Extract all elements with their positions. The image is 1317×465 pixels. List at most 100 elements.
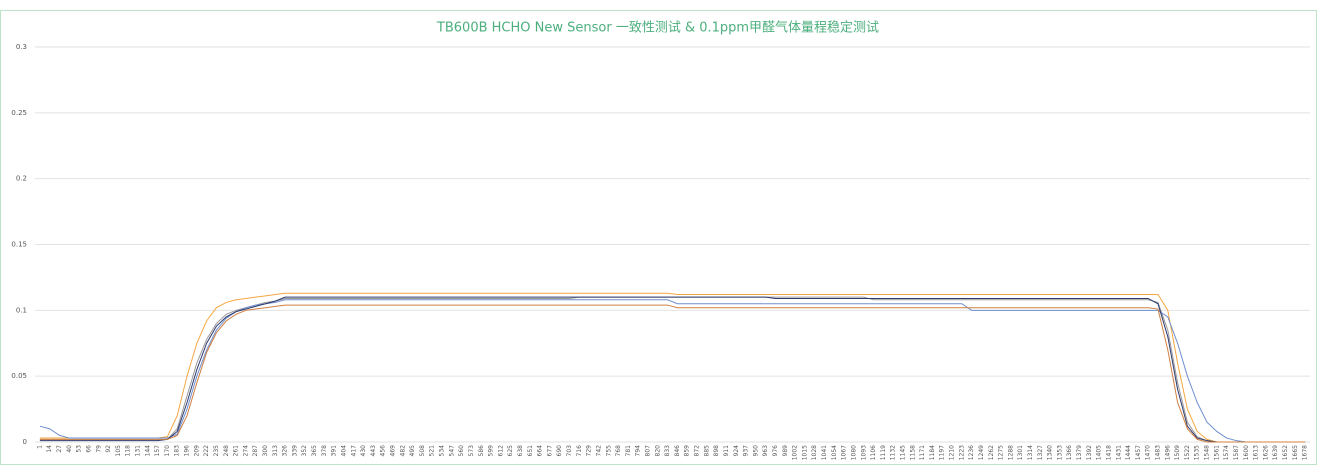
x-tick-label: 1587 bbox=[1233, 445, 1240, 460]
x-tick-label: 1678 bbox=[1302, 445, 1309, 460]
x-tick-label: 508 bbox=[419, 445, 426, 457]
x-tick-label: 664 bbox=[537, 445, 544, 457]
x-tick-label: 924 bbox=[733, 445, 740, 457]
x-tick-label: 1002 bbox=[792, 445, 799, 460]
x-tick-label: 1119 bbox=[880, 445, 887, 460]
x-tick-label: 1613 bbox=[1253, 445, 1260, 460]
x-tick-label: 1561 bbox=[1213, 445, 1220, 460]
x-tick-label: 625 bbox=[507, 445, 514, 457]
x-tick-label: 1548 bbox=[1204, 445, 1211, 460]
x-tick-label: 144 bbox=[144, 445, 151, 457]
x-tick-label: 937 bbox=[743, 445, 750, 457]
y-tick-label: 0.25 bbox=[11, 109, 27, 117]
x-tick-label: 1132 bbox=[890, 445, 897, 460]
series-line bbox=[39, 292, 1306, 443]
x-tick-label: 79 bbox=[95, 445, 102, 453]
x-tick-label: 1262 bbox=[988, 445, 995, 460]
x-tick-label: 287 bbox=[252, 445, 259, 457]
x-tick-label: 885 bbox=[703, 445, 710, 457]
x-tick-label: 53 bbox=[76, 445, 83, 453]
x-tick-label: 1106 bbox=[870, 445, 877, 460]
x-tick-label: 1470 bbox=[1145, 445, 1152, 460]
x-tick-label: 313 bbox=[272, 445, 279, 457]
x-tick-label: 209 bbox=[193, 445, 200, 457]
x-tick-label: 742 bbox=[595, 445, 602, 457]
x-tick-label: 1509 bbox=[1174, 445, 1181, 460]
x-tick-label: 378 bbox=[321, 445, 328, 457]
x-tick-label: 170 bbox=[164, 445, 171, 457]
x-tick-label: 1054 bbox=[831, 445, 838, 460]
chart-title: TB600B HCHO New Sensor 一致性测试 & 0.1ppm甲醛气… bbox=[436, 20, 879, 36]
x-tick-label: 1184 bbox=[929, 445, 936, 460]
x-tick-label: 1535 bbox=[1194, 445, 1201, 460]
x-tick-label: 1080 bbox=[850, 445, 857, 460]
x-tick-label: 443 bbox=[370, 445, 377, 457]
y-tick-label: 0.1 bbox=[16, 306, 27, 314]
x-tick-label: 222 bbox=[203, 445, 210, 457]
x-tick-label: 1626 bbox=[1262, 445, 1269, 460]
x-tick-label: 339 bbox=[291, 445, 298, 457]
x-tick-label: 781 bbox=[625, 445, 632, 457]
y-tick-label: 0.2 bbox=[16, 175, 27, 183]
x-tick-label: 599 bbox=[488, 445, 495, 457]
y-tick-label: 0.3 bbox=[16, 43, 27, 51]
x-tick-label: 898 bbox=[713, 445, 720, 457]
x-tick-label: 1340 bbox=[1047, 445, 1054, 460]
x-tick-label: 547 bbox=[448, 445, 455, 457]
x-tick-label: 1353 bbox=[1056, 445, 1063, 460]
x-tick-label: 1444 bbox=[1125, 445, 1132, 460]
x-tick-label: 573 bbox=[468, 445, 475, 457]
x-tick-label: 1093 bbox=[860, 445, 867, 460]
x-tick-label: 1652 bbox=[1282, 445, 1289, 460]
x-tick-label: 1275 bbox=[998, 445, 1005, 460]
x-tick-label: 1301 bbox=[1017, 445, 1024, 460]
x-tick-label: 1067 bbox=[841, 445, 848, 460]
x-tick-label: 183 bbox=[174, 445, 181, 457]
x-tick-label: 820 bbox=[654, 445, 661, 457]
x-tick-label: 430 bbox=[360, 445, 367, 457]
x-tick-label: 950 bbox=[752, 445, 759, 457]
series-line bbox=[39, 304, 1306, 443]
x-tick-label: 1028 bbox=[811, 445, 818, 460]
x-tick-label: 365 bbox=[311, 445, 318, 457]
x-tick-label: 1223 bbox=[958, 445, 965, 460]
x-tick-label: 1574 bbox=[1223, 445, 1230, 460]
x-tick-label: 300 bbox=[262, 445, 269, 457]
x-tick-label: 92 bbox=[105, 445, 112, 453]
x-tick-label: 456 bbox=[380, 445, 387, 457]
x-tick-label: 261 bbox=[233, 445, 240, 457]
x-tick-label: 14 bbox=[46, 445, 53, 453]
series-line bbox=[39, 296, 1306, 443]
x-tick-label: 404 bbox=[340, 445, 347, 457]
x-tick-label: 729 bbox=[586, 445, 593, 457]
x-tick-label: 768 bbox=[615, 445, 622, 457]
x-tick-label: 1496 bbox=[1164, 445, 1171, 460]
x-tick-label: 1236 bbox=[968, 445, 975, 460]
x-tick-label: 911 bbox=[723, 445, 730, 457]
x-tick-label: 989 bbox=[782, 445, 789, 457]
x-tick-label: 1314 bbox=[1027, 445, 1034, 460]
x-tick-label: 131 bbox=[134, 445, 141, 457]
x-tick-label: 651 bbox=[527, 445, 534, 457]
x-tick-label: 1639 bbox=[1272, 445, 1279, 460]
x-tick-label: 963 bbox=[762, 445, 769, 457]
y-tick-label: 0.05 bbox=[11, 372, 27, 380]
x-tick-label: 482 bbox=[399, 445, 406, 457]
x-tick-label: 1210 bbox=[949, 445, 956, 460]
x-tick-label: 1457 bbox=[1135, 445, 1142, 460]
x-tick-label: 1327 bbox=[1037, 445, 1044, 460]
x-tick-label: 1405 bbox=[1096, 445, 1103, 460]
x-tick-label: 1158 bbox=[909, 445, 916, 460]
x-tick-label: 1366 bbox=[1066, 445, 1073, 460]
x-tick-label: 118 bbox=[125, 445, 132, 457]
x-tick-label: 560 bbox=[458, 445, 465, 457]
x-tick-label: 1379 bbox=[1076, 445, 1083, 460]
x-tick-label: 612 bbox=[497, 445, 504, 457]
x-tick-label: 755 bbox=[605, 445, 612, 457]
series-line bbox=[39, 299, 1306, 443]
x-tick-label: 1171 bbox=[919, 445, 926, 460]
x-tick-label: 1665 bbox=[1292, 445, 1299, 460]
x-tick-label: 1288 bbox=[1007, 445, 1014, 460]
x-tick-label: 534 bbox=[439, 445, 446, 457]
x-tick-label: 1431 bbox=[1115, 445, 1122, 460]
